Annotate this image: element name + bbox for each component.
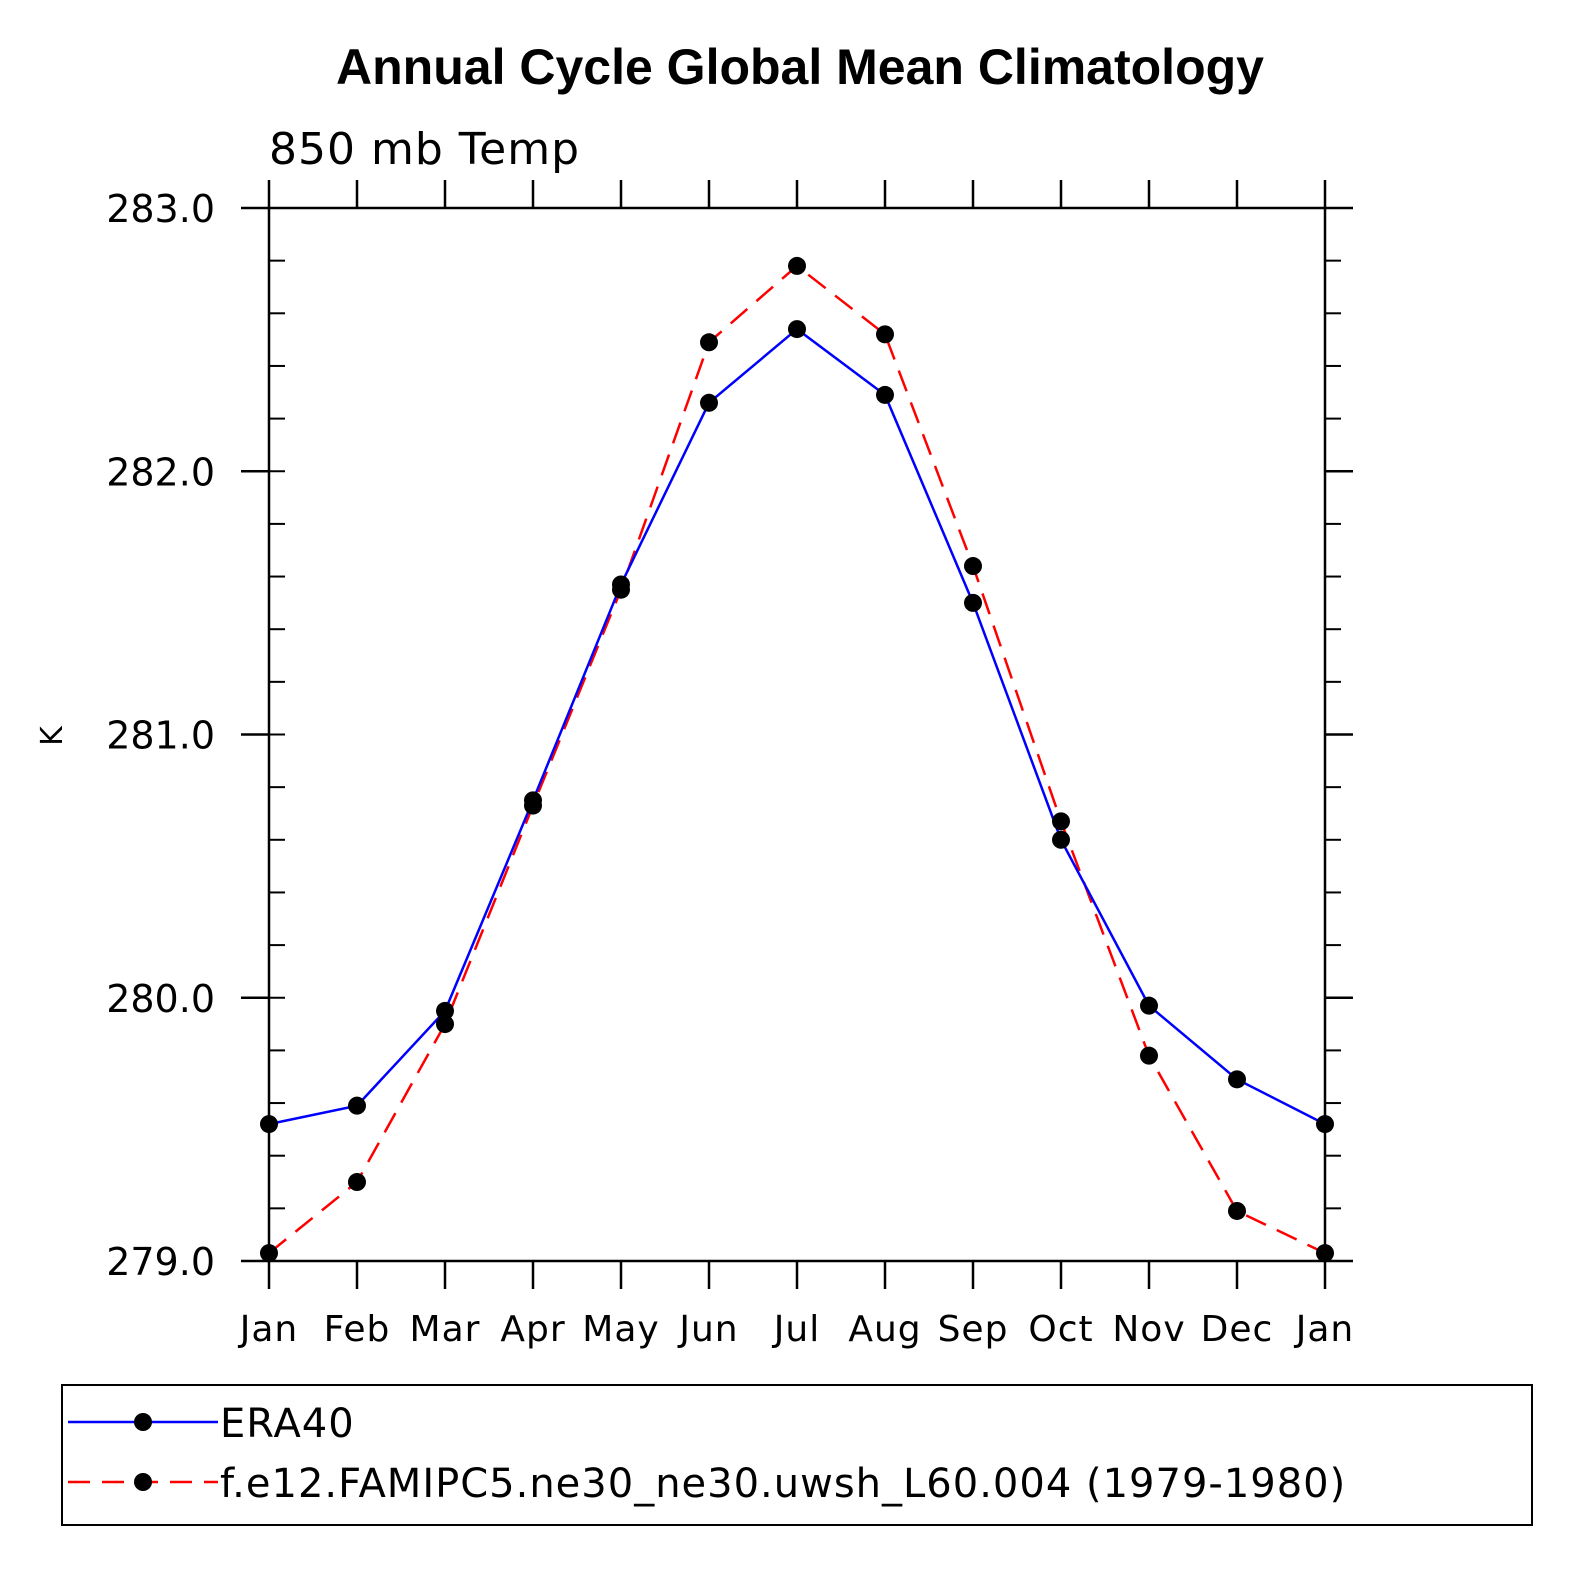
data-point (700, 393, 718, 412)
data-point (260, 1115, 278, 1134)
x-tick-label: Feb (324, 1309, 391, 1350)
y-tick-label: 282.0 (106, 450, 215, 494)
x-tick-label: Jan (238, 1309, 299, 1350)
data-point (436, 1015, 454, 1034)
series-layer (260, 256, 1334, 1263)
data-point (348, 1173, 366, 1192)
data-point (1316, 1244, 1334, 1263)
legend-layer: ERA40 f.e12.FAMIPC5.ne30_ne30.uwsh_L60.00… (68, 1401, 1346, 1507)
x-tick-label: Dec (1201, 1309, 1274, 1350)
data-point (1228, 1201, 1246, 1220)
legend-label: f.e12.FAMIPC5.ne30_ne30.uwsh_L60.004 (19… (220, 1461, 1346, 1507)
data-point (612, 580, 630, 599)
legend-swatch-marker (134, 1473, 152, 1491)
data-point (260, 1244, 278, 1263)
axes-layer: Jan Feb Mar Apr May Jun Jul Aug Sep Oct Nov Dec Jan 2… (106, 180, 1355, 1350)
data-point (876, 385, 894, 404)
legend-box (61, 1384, 1533, 1526)
data-point (788, 256, 806, 275)
y-tick-label: 281.0 (106, 714, 215, 758)
data-point (1140, 996, 1158, 1015)
x-tick-label: May (582, 1309, 659, 1350)
x-tick-label: Jul (772, 1309, 820, 1350)
x-tick-label: Oct (1028, 1309, 1093, 1350)
data-point (1052, 830, 1070, 849)
data-point (1316, 1115, 1334, 1134)
y-tick-label: 279.0 (106, 1240, 215, 1284)
legend-label: ERA40 (220, 1401, 355, 1447)
data-point (1228, 1070, 1246, 1089)
series-line (268, 264, 1326, 1255)
chart-title: Annual Cycle Global Mean Climatology (336, 39, 1264, 95)
data-point (876, 325, 894, 344)
y-axis-label: K (35, 725, 70, 746)
x-tick-label: Nov (1112, 1309, 1185, 1350)
x-tick-label: Sep (938, 1309, 1009, 1350)
x-tick-label: Jun (677, 1309, 738, 1350)
data-point (524, 796, 542, 815)
legend-swatch-marker (134, 1413, 152, 1431)
x-tick-label: Mar (410, 1309, 481, 1350)
data-point (700, 333, 718, 352)
x-tick-label: Aug (848, 1309, 921, 1350)
data-point (348, 1096, 366, 1115)
data-point (1140, 1046, 1158, 1065)
x-tick-label: Apr (500, 1309, 565, 1350)
y-tick-label: 283.0 (106, 187, 215, 231)
x-tick-label: Jan (1294, 1309, 1355, 1350)
data-point (788, 320, 806, 339)
data-point (1052, 812, 1070, 831)
y-tick-label: 280.0 (106, 977, 215, 1021)
series-line (268, 327, 1326, 1126)
data-point (964, 557, 982, 576)
plot-frame (267, 206, 1327, 1263)
data-point (964, 593, 982, 612)
chart-subtitle: 850 mb Temp (269, 124, 580, 175)
data-point (436, 1001, 454, 1020)
